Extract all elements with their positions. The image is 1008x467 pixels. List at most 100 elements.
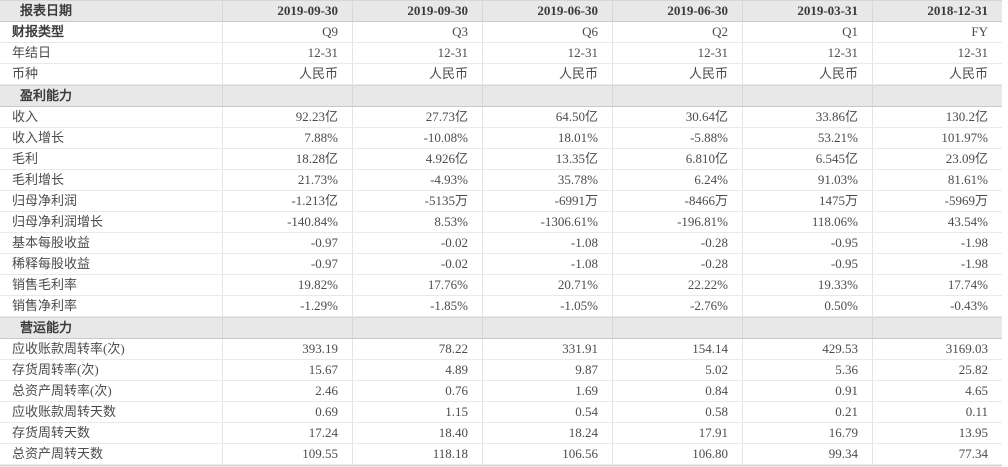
cell-value: 3169.03 [872,339,1002,359]
cell-value: -1.98 [872,233,1002,253]
cell-value: -0.95 [742,254,872,274]
cell-value: 7.88% [222,128,352,148]
column-date-header: 2018-12-31 [872,1,1002,21]
row-label: 收入 [12,109,39,124]
cell-value: Q2 [612,22,742,42]
cell-value: 19.33% [742,275,872,295]
row-label: 毛利 [12,151,39,166]
cell-value: 33.86亿 [742,107,872,127]
cell-value: 9.87 [482,360,612,380]
cell-value: 64.50亿 [482,107,612,127]
cell-value: 18.24 [482,423,612,443]
cell-value: 1475万 [742,191,872,211]
cell-value: Q1 [742,22,872,42]
cell-value [222,318,352,338]
table-row: 收入增长 7.88% -10.08% 18.01% -5.88% 53.21% 101.97… [0,128,1002,149]
cell-value [482,86,612,106]
row-label: 盈利能力 [20,88,73,103]
table-row: 存货周转率(次) 15.67 4.89 9.87 5.02 5.36 25.82 [0,360,1002,381]
cell-value: 17.74% [872,275,1002,295]
cell-value: 0.50% [742,296,872,316]
table-row: 稀释每股收益 -0.97 -0.02 -1.08 -0.28 -0.95 -1.98 [0,254,1002,275]
cell-value: -1.85% [352,296,482,316]
cell-value: 人民币 [612,64,742,84]
cell-value: FY [872,22,1002,42]
table-row: 存货周转天数 17.24 18.40 18.24 17.91 16.79 13.95 [0,423,1002,444]
row-label: 应收账款周转天数 [12,404,117,419]
cell-value [352,318,482,338]
cell-value: 81.61% [872,170,1002,190]
cell-value: 人民币 [742,64,872,84]
row-label: 存货周转率(次) [12,362,99,377]
table-row: 总资产周转天数 109.55 118.18 106.56 106.80 99.34 77.3… [0,444,1002,465]
cell-value: 0.54 [482,402,612,422]
table-row: 毛利增长 21.73% -4.93% 35.78% 6.24% 91.03% 81.61% [0,170,1002,191]
column-date-header: 2019-06-30 [482,1,612,21]
cell-value: -1.08 [482,233,612,253]
table-row: 应收账款周转率(次) 393.19 78.22 331.91 154.14 429.53 3… [0,339,1002,360]
cell-value: -0.97 [222,254,352,274]
row-label: 总资产周转率(次) [12,383,112,398]
cell-value: 2.46 [222,381,352,401]
cell-value: 6.810亿 [612,149,742,169]
cell-value: 5.36 [742,360,872,380]
cell-value: -8466万 [612,191,742,211]
cell-value: -1.213亿 [222,191,352,211]
row-label: 应收账款周转率(次) [12,341,125,356]
cell-value: 99.34 [742,444,872,464]
cell-value: 0.76 [352,381,482,401]
cell-value: 154.14 [612,339,742,359]
cell-value: 21.73% [222,170,352,190]
cell-value: 109.55 [222,444,352,464]
row-label: 存货周转天数 [12,425,91,440]
table-row: 销售毛利率 19.82% 17.76% 20.71% 22.22% 19.33% 17.74… [0,275,1002,296]
cell-value [612,318,742,338]
cell-value: 4.89 [352,360,482,380]
cell-value: 人民币 [222,64,352,84]
table-row: 币种 人民币 人民币 人民币 人民币 人民币 人民币 [0,64,1002,85]
cell-value: 人民币 [352,64,482,84]
cell-value: 13.35亿 [482,149,612,169]
cell-value: 0.11 [872,402,1002,422]
cell-value: 18.28亿 [222,149,352,169]
cell-value: -5.88% [612,128,742,148]
cell-value: 18.40 [352,423,482,443]
cell-value: 22.22% [612,275,742,295]
cell-value: 0.69 [222,402,352,422]
cell-value: 人民币 [482,64,612,84]
row-label: 稀释每股收益 [12,256,91,271]
cell-value: 0.91 [742,381,872,401]
cell-value [872,86,1002,106]
cell-value: 5.02 [612,360,742,380]
table-row: 应收账款周转天数 0.69 1.15 0.54 0.58 0.21 0.11 [0,402,1002,423]
cell-value: 12-31 [352,43,482,63]
cell-value: 393.19 [222,339,352,359]
cell-value: -0.95 [742,233,872,253]
cell-value: 12-31 [222,43,352,63]
table-row: 基本每股收益 -0.97 -0.02 -1.08 -0.28 -0.95 -1.98 [0,233,1002,254]
cell-value: -1.29% [222,296,352,316]
cell-value [222,86,352,106]
cell-value: 101.97% [872,128,1002,148]
cell-value: -10.08% [352,128,482,148]
cell-value: 23.09亿 [872,149,1002,169]
cell-value: -5969万 [872,191,1002,211]
cell-value: 106.56 [482,444,612,464]
cell-value: 12-31 [482,43,612,63]
cell-value: 4.926亿 [352,149,482,169]
cell-value: 35.78% [482,170,612,190]
cell-value: 12-31 [872,43,1002,63]
cell-value: 18.01% [482,128,612,148]
cell-value: -6991万 [482,191,612,211]
cell-value: -0.28 [612,254,742,274]
column-date-header: 2019-06-30 [612,1,742,21]
cell-value: 0.84 [612,381,742,401]
cell-value: -1.05% [482,296,612,316]
table-row: 总资产周转率(次) 2.46 0.76 1.69 0.84 0.91 4.65 [0,381,1002,402]
cell-value [872,318,1002,338]
cell-value: -1306.61% [482,212,612,232]
cell-value: -0.43% [872,296,1002,316]
cell-value: -0.28 [612,233,742,253]
cell-value: Q6 [482,22,612,42]
